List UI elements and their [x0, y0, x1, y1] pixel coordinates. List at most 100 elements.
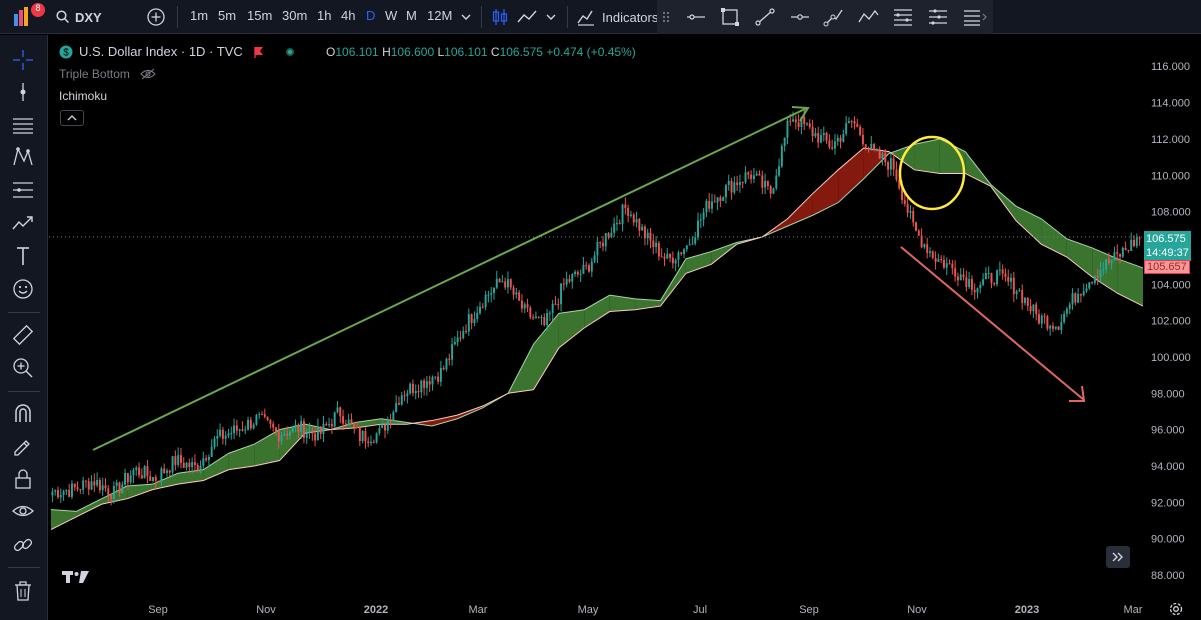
timeframe-4h[interactable]: 4h [341, 8, 356, 23]
timeframe-1h[interactable]: 1h [317, 8, 332, 23]
timeframe-15m[interactable]: 15m [247, 8, 273, 23]
horizontal-ray-icon[interactable] [789, 7, 811, 27]
indicators-button[interactable]: Indicators [576, 0, 658, 34]
cloud-segment [787, 193, 813, 227]
time-tick-label: Nov [256, 604, 276, 616]
flag-icon[interactable] [253, 46, 265, 58]
cloud-segment [228, 444, 255, 470]
candle-body [708, 200, 711, 209]
magnet-tool[interactable] [10, 401, 36, 427]
text-tool[interactable] [10, 243, 36, 269]
price-chart[interactable]: 88.000 90.000 92.000 94.000 96.000 98.000 100.… [49, 35, 1201, 620]
candle-body [481, 306, 484, 308]
chart-area[interactable]: 88.000 90.000 92.000 94.000 96.000 98.000 100.… [49, 35, 1201, 620]
zoom-tool[interactable] [10, 355, 36, 381]
emoji-tool[interactable] [10, 276, 36, 302]
candle-body [258, 414, 261, 416]
candle-body [557, 304, 560, 306]
prediction-icon [12, 216, 33, 230]
candle-body [1021, 290, 1024, 304]
candle-body [691, 243, 694, 245]
chart-type-candles-button[interactable] [490, 0, 510, 34]
candle-body [1029, 306, 1032, 312]
fib-tool[interactable] [10, 177, 36, 203]
candle-body [177, 455, 180, 465]
gear-icon[interactable] [1168, 601, 1184, 620]
lock-drawings-tool[interactable] [10, 466, 36, 492]
candle-body [683, 249, 686, 255]
indicator-legend-triple-bottom[interactable]: Triple Bottom [59, 67, 156, 81]
timeframe-1m[interactable]: 1m [190, 8, 209, 23]
app-logo-icon[interactable]: 8 [8, 0, 48, 34]
hide-drawings-tool[interactable] [10, 498, 36, 524]
timeframe-dropdown[interactable] [460, 0, 472, 34]
candle-body [518, 292, 521, 301]
candle-body [442, 367, 445, 370]
candle-body [873, 143, 876, 151]
remove-drawings-tool[interactable] [10, 578, 36, 604]
tradingview-logo-icon[interactable] [62, 570, 90, 589]
chart-type-line-button[interactable] [516, 0, 538, 34]
candle-body [694, 237, 697, 244]
candle-body [121, 484, 124, 494]
secondary-price: 105.657 [1147, 261, 1187, 273]
candle-body [506, 279, 509, 288]
crosshair-tool[interactable] [10, 47, 36, 73]
candle-body [314, 433, 317, 441]
time-scale[interactable]: Sep Nov 2022 Mar May Jul Sep Nov 2023 Mar [148, 604, 1143, 616]
candle-body [847, 121, 850, 124]
timeframe-12m[interactable]: 12M [427, 8, 453, 23]
timeframe-d[interactable]: D [366, 8, 376, 23]
candle-body [652, 240, 655, 247]
candle-body [202, 458, 205, 466]
candle-body [126, 472, 129, 483]
lines-tool[interactable] [10, 112, 36, 138]
indicator-legend-ichimoku[interactable]: Ichimoku [59, 89, 107, 103]
double-chevron-right-icon [1112, 552, 1123, 562]
stay-in-drawing-tool[interactable] [10, 433, 36, 459]
link-tool[interactable] [10, 532, 36, 558]
pitchfork-icon[interactable] [927, 7, 949, 27]
annotation-arrow-up [92, 106, 810, 451]
candle-body [392, 412, 395, 422]
dot-tool[interactable] [10, 79, 36, 105]
price-scale[interactable]: 88.000 90.000 92.000 94.000 96.000 98.000 100.… [1151, 61, 1191, 582]
chart-type-dropdown[interactable] [545, 0, 557, 34]
senkou-span-b [50, 147, 1144, 531]
candle-body [434, 376, 437, 378]
candle-body [1060, 322, 1063, 330]
candle-body [766, 180, 769, 187]
eye-hidden-icon[interactable] [140, 68, 156, 80]
series-legend[interactable]: $ U.S. Dollar Index · 1D · TVC [59, 44, 295, 59]
symbol-search[interactable]: DXY [56, 0, 102, 34]
path-icon[interactable] [823, 7, 845, 27]
candle-body [179, 455, 182, 463]
drag-handle-icon[interactable] [661, 10, 671, 24]
fib-retracement-icon[interactable] [892, 7, 914, 27]
prediction-tool[interactable] [10, 210, 36, 236]
trend-line-icon[interactable] [754, 7, 776, 27]
timeframe-30m[interactable]: 30m [282, 8, 308, 23]
ruler-icon [12, 324, 34, 346]
timeframe-w[interactable]: W [385, 8, 398, 23]
collapse-legend-button[interactable] [60, 110, 84, 126]
pattern-tool[interactable] [10, 144, 36, 170]
scroll-to-realtime-button[interactable] [1106, 546, 1130, 568]
candle-body [861, 134, 864, 145]
polyline-icon[interactable] [857, 7, 879, 27]
price-tick-label: 116.000 [1151, 61, 1190, 73]
compare-button[interactable] [146, 0, 166, 34]
candle-body [546, 313, 549, 326]
candle-body [263, 414, 266, 417]
rectangle-icon[interactable] [719, 7, 741, 27]
candle-body [319, 426, 322, 434]
text-lines-icon[interactable] [962, 7, 988, 27]
candle-body [959, 274, 962, 281]
horizontal-line-icon[interactable] [685, 7, 707, 27]
candle-body [968, 279, 971, 287]
candle-body [705, 200, 708, 213]
candle-body [878, 148, 881, 159]
timeframe-m[interactable]: M [406, 8, 417, 23]
ruler-tool[interactable] [10, 322, 36, 348]
timeframe-5m[interactable]: 5m [218, 8, 237, 23]
